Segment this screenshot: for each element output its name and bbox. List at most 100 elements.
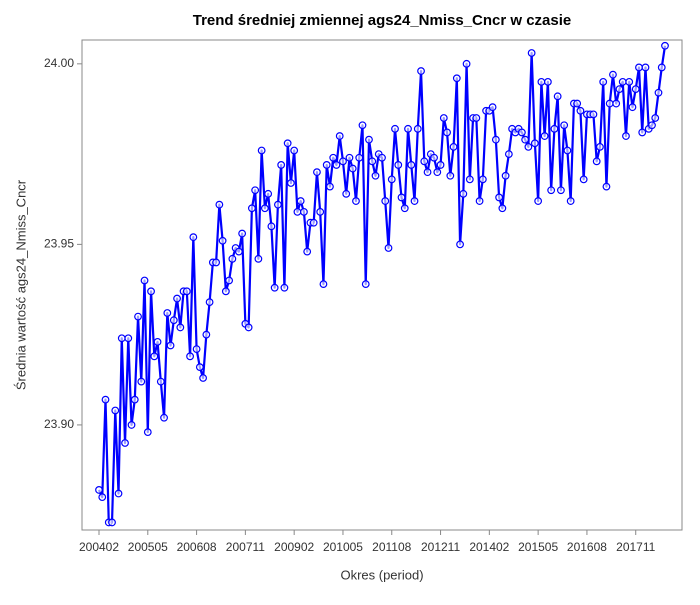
data-point [560, 121, 569, 130]
data-point [491, 135, 500, 144]
data-point [589, 110, 598, 119]
x-tick-label: 200608 [177, 540, 217, 554]
data-point [576, 106, 585, 115]
data-point [355, 153, 364, 162]
data-point [430, 153, 438, 162]
data-point [218, 236, 227, 245]
data-point [108, 518, 116, 527]
x-tick-label: 201005 [323, 540, 363, 554]
data-point [371, 171, 380, 180]
data-point [527, 49, 536, 57]
data-point [137, 377, 146, 386]
data-point [661, 41, 669, 50]
data-point [215, 200, 224, 209]
y-tick-label: 24.00 [44, 56, 74, 70]
data-point [557, 186, 565, 195]
data-point [596, 142, 604, 151]
data-point [361, 280, 370, 288]
data-point [130, 395, 139, 404]
data-point [413, 124, 422, 133]
data-point [391, 124, 399, 133]
plot-frame [81, 39, 683, 531]
data-point [443, 128, 451, 137]
data-point [654, 88, 663, 97]
data-point [462, 59, 471, 68]
data-point [95, 486, 103, 494]
data-point [602, 182, 611, 191]
data-point [345, 153, 354, 162]
data-point [612, 99, 621, 108]
data-point [264, 189, 273, 198]
data-point [446, 171, 455, 180]
data-point [423, 168, 432, 177]
data-point [257, 146, 266, 155]
data-point [205, 298, 214, 307]
data-point [195, 363, 204, 372]
y-axis-title: Średnia wartość ags24_Nmiss_Cncr [13, 179, 28, 390]
data-point [153, 337, 162, 346]
data-point [358, 121, 367, 130]
data-point [400, 204, 409, 213]
data-point [134, 312, 142, 321]
data-point [322, 161, 331, 169]
data-point [530, 139, 539, 148]
data-point [599, 77, 608, 86]
data-point [221, 287, 230, 296]
data-point [260, 204, 269, 213]
data-point [329, 153, 338, 162]
x-tick-label: 200711 [226, 540, 265, 554]
data-point [290, 146, 299, 155]
data-point [521, 135, 530, 144]
x-tick-label: 201711 [616, 540, 655, 554]
chart-title: Trend średniej zmiennej ags24_Nmiss_Cncr… [193, 12, 572, 29]
data-point [475, 197, 484, 205]
data-point [524, 142, 533, 151]
data-point [547, 186, 556, 195]
data-point [378, 153, 386, 162]
x-tick-label: 201608 [567, 540, 607, 554]
data-point [566, 197, 575, 205]
data-point [615, 85, 624, 94]
data-point [452, 74, 461, 83]
data-point [166, 341, 175, 350]
data-point [238, 229, 247, 238]
data-point [550, 124, 559, 133]
data-point [186, 352, 194, 361]
data-point [459, 189, 468, 198]
data-point [114, 489, 123, 498]
data-point [352, 197, 360, 205]
data-point [436, 161, 445, 169]
x-tick-label: 201211 [421, 540, 460, 554]
data-point [274, 200, 282, 209]
data-point [381, 197, 390, 205]
data-point [254, 254, 263, 263]
data-point [199, 374, 207, 382]
data-point [140, 276, 149, 285]
data-point [488, 103, 497, 112]
y-tick-label: 23.90 [44, 417, 74, 431]
data-point [124, 334, 133, 343]
data-point [303, 247, 312, 256]
data-point [117, 334, 126, 343]
data-point [625, 77, 634, 86]
data-point [234, 247, 243, 256]
data-point [296, 197, 305, 205]
data-point [247, 204, 256, 213]
x-tick-label: 201505 [518, 540, 558, 554]
data-point [397, 193, 406, 202]
data-point [335, 132, 344, 140]
data-point [540, 132, 549, 140]
data-point [465, 175, 474, 184]
x-tick-label: 200505 [128, 540, 168, 554]
data-point [228, 254, 237, 263]
data-point [283, 139, 292, 148]
data-point [173, 294, 181, 303]
data-point [573, 99, 582, 108]
data-point [313, 168, 321, 177]
x-tick-label: 201402 [469, 540, 509, 554]
data-point [609, 70, 617, 79]
data-point [156, 377, 165, 386]
data-point [420, 157, 429, 166]
